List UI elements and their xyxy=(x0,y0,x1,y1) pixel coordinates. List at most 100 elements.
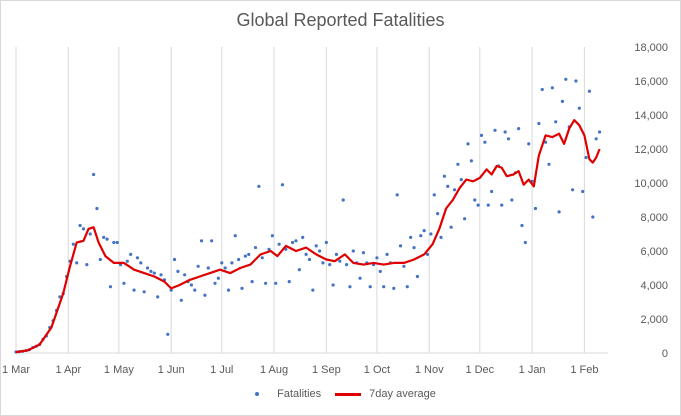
fatalities-point xyxy=(432,193,436,197)
y-tick-labels: 0 2,000 4,000 6,000 8,000 10,000 12,000 14,000 1… xyxy=(634,42,668,360)
fatalities-point xyxy=(206,266,210,270)
fatalities-point xyxy=(368,285,372,289)
fatalities-point xyxy=(280,183,285,187)
fatalities-point xyxy=(156,295,160,299)
fatalities-point xyxy=(429,232,433,236)
fatalities-point xyxy=(550,86,554,90)
x-tick-label: 1 Apr xyxy=(55,364,81,376)
fatalities-point xyxy=(419,234,423,238)
fatalities-point xyxy=(253,246,258,250)
fatalities-point xyxy=(274,281,278,285)
fatalities-point xyxy=(425,252,430,256)
fatalities-point xyxy=(287,280,291,284)
fatalities-point xyxy=(395,193,399,197)
legend-marker-dot-icon xyxy=(255,392,260,396)
fatalities-point xyxy=(547,162,551,166)
fatalities-point xyxy=(510,198,514,202)
fatalities-point xyxy=(479,133,484,137)
fatalities-point xyxy=(587,89,592,93)
fatalities-point xyxy=(422,229,426,233)
x-tick-labels: 1 Mar 1 Apr 1 May 1 Jun 1 Jul 1 Aug 1 Sep 1 Oct… xyxy=(2,364,599,376)
fatalities-point xyxy=(297,268,301,272)
fatalities-point xyxy=(344,263,349,267)
fatalities-point xyxy=(436,212,440,216)
fatalities-point xyxy=(361,251,366,255)
chart-legend: Fatalities 7day average xyxy=(0,388,681,400)
fatalities-point xyxy=(102,235,106,239)
x-tick-label: 1 May xyxy=(104,364,134,376)
fatalities-point xyxy=(260,256,264,260)
fatalities-point xyxy=(216,276,220,280)
fatalities-point xyxy=(557,210,561,214)
x-tick-label: 1 Feb xyxy=(570,364,598,376)
fatalities-point xyxy=(358,276,362,280)
fatalities-point xyxy=(584,155,588,160)
fatalities-point xyxy=(564,77,568,81)
fatalities-point xyxy=(172,257,177,262)
y-tick-label: 18,000 xyxy=(634,42,668,54)
fatalities-point xyxy=(213,281,217,285)
fatalities-point xyxy=(125,259,129,263)
fatalities-point xyxy=(226,288,231,292)
y-tick-label: 16,000 xyxy=(634,76,668,88)
fatalities-point xyxy=(540,87,544,92)
fatalities-point xyxy=(382,285,386,289)
fatalities-point xyxy=(85,263,89,267)
fatalities-point xyxy=(169,288,173,292)
fatalities-point xyxy=(71,242,75,246)
fatalities-point xyxy=(591,215,595,219)
fatalities-point xyxy=(385,252,389,256)
fatalities-point xyxy=(267,247,271,251)
fatalities-point xyxy=(108,285,113,289)
y-tick-label: 2,000 xyxy=(640,314,668,326)
fatalities-point xyxy=(456,162,460,166)
fatalities-point xyxy=(264,281,268,285)
y-tick-label: 12,000 xyxy=(634,144,668,156)
fatalities-point xyxy=(341,198,345,202)
fatalities-point xyxy=(247,252,251,256)
chart-title: Global Reported Fatalities xyxy=(236,10,445,30)
legend-marker-line-icon xyxy=(335,392,362,396)
fatalities-point xyxy=(189,283,194,287)
fatalities-point xyxy=(159,273,163,277)
fatalities-point xyxy=(560,99,565,103)
fatalities-point xyxy=(270,234,274,238)
fatalities-point xyxy=(183,273,187,277)
fatalities-point xyxy=(149,269,153,273)
fatalities-point xyxy=(378,269,382,273)
fatalities-point xyxy=(115,240,119,245)
fatalities-point xyxy=(490,189,494,194)
fatalities-point xyxy=(520,223,524,228)
fatalities-point xyxy=(483,140,487,144)
y-tick-label: 10,000 xyxy=(634,178,668,190)
fatalities-point xyxy=(442,174,446,178)
fatalities-point xyxy=(392,286,396,290)
fatalities-point xyxy=(277,242,281,246)
fatalities-point xyxy=(574,79,578,83)
fatalities-point xyxy=(334,252,339,256)
legend-item-fatalities: Fatalities xyxy=(245,388,321,400)
fatalities-point xyxy=(81,227,86,231)
fatalities-point xyxy=(581,189,585,194)
fatalities-point xyxy=(398,244,403,248)
fatalities-point xyxy=(449,225,453,229)
fatalities-point xyxy=(301,235,305,239)
x-gridlines xyxy=(15,47,608,354)
fatalities-point xyxy=(243,254,247,258)
fatalities-point xyxy=(220,261,224,265)
fatalities-point xyxy=(466,142,470,146)
fatalities-point xyxy=(415,274,420,279)
fatalities-point xyxy=(503,130,507,134)
fatalities-point xyxy=(233,234,237,238)
fatalities-point xyxy=(500,203,504,207)
fatalities-point xyxy=(210,239,214,243)
fatalities-point xyxy=(469,159,473,163)
fatalities-point xyxy=(132,288,136,292)
fatalities-point xyxy=(78,223,82,228)
fatalities-point xyxy=(311,288,315,292)
fatalities-point xyxy=(331,283,335,287)
fatalities-point xyxy=(139,261,143,265)
fatalities-point xyxy=(122,281,126,285)
fatalities-point xyxy=(409,235,413,239)
fatalities-point xyxy=(223,266,227,270)
